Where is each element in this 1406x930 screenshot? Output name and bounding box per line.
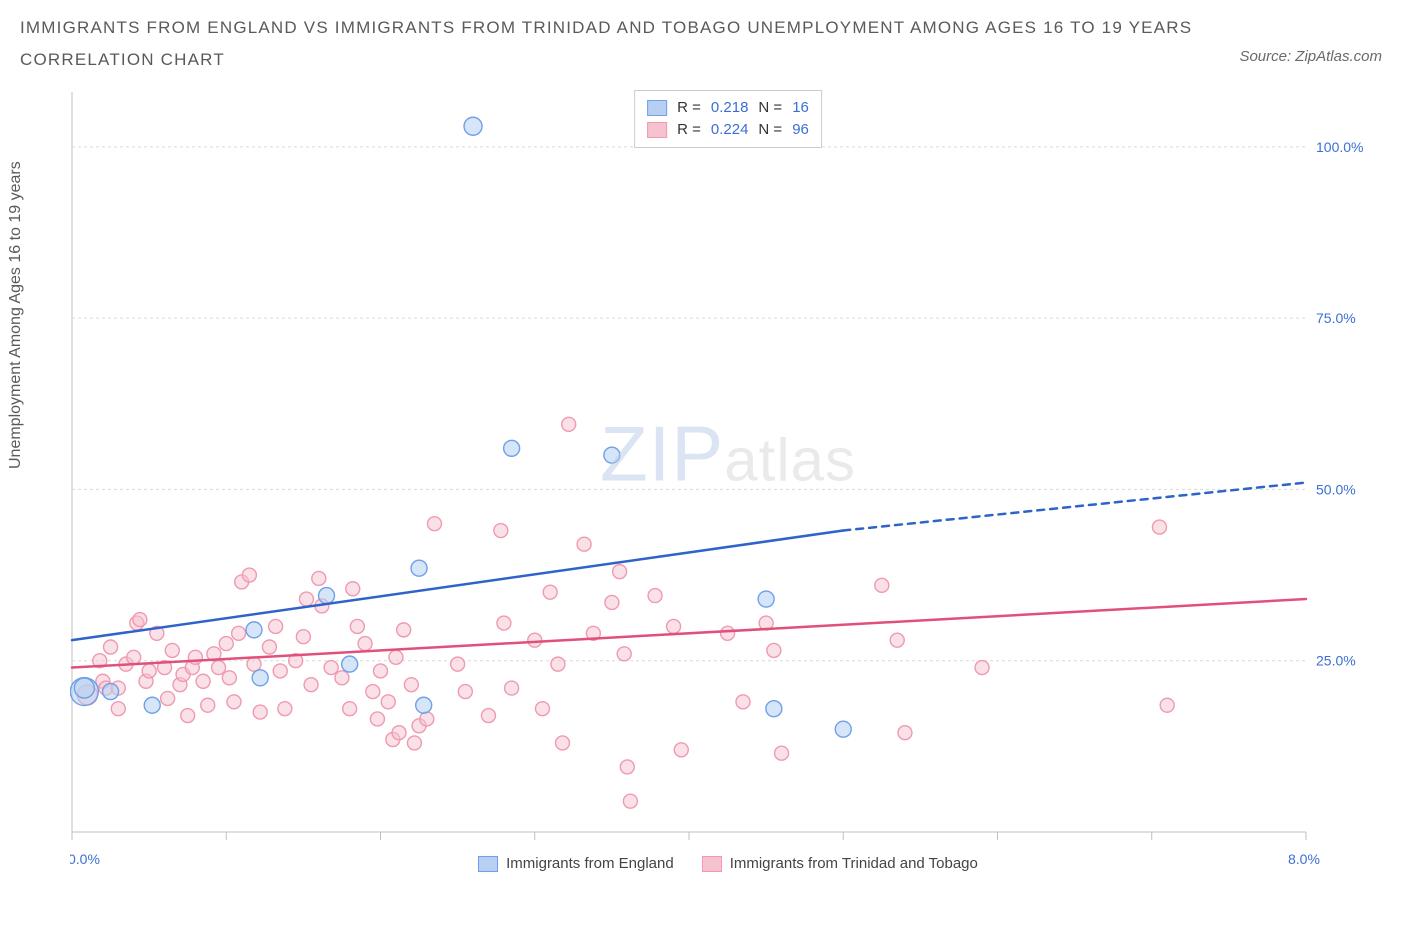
r-label-1: R =: [677, 119, 701, 141]
legend-item-england: Immigrants from England: [478, 855, 674, 872]
r-value-1: 0.224: [711, 119, 749, 141]
scatter-chart: 25.0%50.0%75.0%100.0%0.0%8.0%: [70, 86, 1386, 886]
n-value-0: 16: [792, 97, 809, 119]
legend-item-trinidad: Immigrants from Trinidad and Tobago: [702, 855, 978, 872]
svg-text:50.0%: 50.0%: [1316, 481, 1356, 497]
chart-container: 25.0%50.0%75.0%100.0%0.0%8.0% ZIPatlas R…: [70, 86, 1386, 886]
legend-row-trinidad: R = 0.224 N = 96: [647, 119, 809, 141]
chart-title-area: IMMIGRANTS FROM ENGLAND VS IMMIGRANTS FR…: [0, 0, 1406, 90]
legend-row-england: R = 0.218 N = 16: [647, 97, 809, 119]
legend-swatch-england: [478, 856, 498, 872]
legend-label-england: Immigrants from England: [506, 855, 674, 872]
series-legend: Immigrants from England Immigrants from …: [70, 855, 1386, 872]
chart-title-line-2: CORRELATION CHART: [20, 50, 1386, 70]
legend-swatch-trinidad: [702, 856, 722, 872]
svg-text:25.0%: 25.0%: [1316, 653, 1356, 669]
swatch-trinidad: [647, 122, 667, 138]
chart-title-line-1: IMMIGRANTS FROM ENGLAND VS IMMIGRANTS FR…: [20, 18, 1386, 38]
n-label-0: N =: [758, 97, 782, 119]
y-axis-label: Unemployment Among Ages 16 to 19 years: [7, 161, 25, 469]
n-value-1: 96: [792, 119, 809, 141]
svg-text:100.0%: 100.0%: [1316, 139, 1363, 155]
legend-label-trinidad: Immigrants from Trinidad and Tobago: [730, 855, 978, 872]
swatch-england: [647, 100, 667, 116]
source-attribution: Source: ZipAtlas.com: [1239, 48, 1382, 65]
n-label-1: N =: [758, 119, 782, 141]
r-label-0: R =: [677, 97, 701, 119]
r-value-0: 0.218: [711, 97, 749, 119]
correlation-legend: R = 0.218 N = 16 R = 0.224 N = 96: [634, 90, 822, 148]
svg-text:75.0%: 75.0%: [1316, 310, 1356, 326]
